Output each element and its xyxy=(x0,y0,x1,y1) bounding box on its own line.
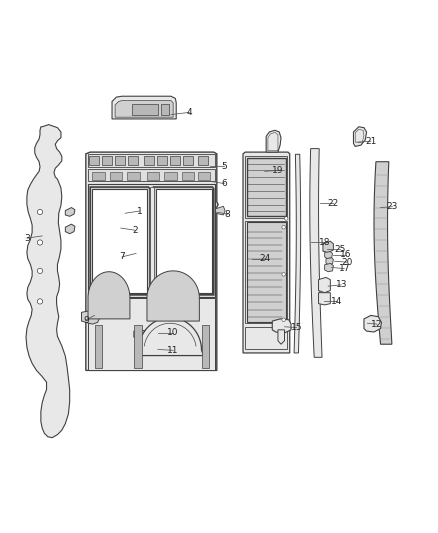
Text: 12: 12 xyxy=(371,320,383,329)
Bar xyxy=(182,172,194,180)
Bar xyxy=(201,325,209,368)
Bar xyxy=(183,157,193,165)
Polygon shape xyxy=(65,207,75,216)
Polygon shape xyxy=(325,252,332,259)
Bar xyxy=(88,184,215,297)
Bar xyxy=(89,157,99,165)
Bar xyxy=(245,157,287,217)
Text: 23: 23 xyxy=(387,202,398,211)
Text: 13: 13 xyxy=(336,280,347,289)
Bar xyxy=(134,325,142,368)
Polygon shape xyxy=(147,271,199,321)
Text: 15: 15 xyxy=(291,323,303,332)
Polygon shape xyxy=(90,187,150,295)
Bar xyxy=(88,169,215,181)
Polygon shape xyxy=(266,130,281,152)
Bar xyxy=(150,187,154,295)
Polygon shape xyxy=(278,330,285,344)
Polygon shape xyxy=(112,96,176,119)
Polygon shape xyxy=(81,310,100,324)
Bar xyxy=(170,157,180,165)
Polygon shape xyxy=(137,318,204,356)
Text: 16: 16 xyxy=(340,250,351,259)
Circle shape xyxy=(37,268,42,273)
Polygon shape xyxy=(318,277,330,293)
Text: 24: 24 xyxy=(260,254,271,263)
Polygon shape xyxy=(325,263,333,272)
Bar xyxy=(92,172,105,180)
Polygon shape xyxy=(115,101,173,117)
Polygon shape xyxy=(153,187,214,295)
Text: 7: 7 xyxy=(119,253,125,261)
Text: 2: 2 xyxy=(132,226,138,235)
Polygon shape xyxy=(374,161,392,344)
Circle shape xyxy=(37,209,42,215)
Polygon shape xyxy=(353,127,367,147)
Bar xyxy=(198,172,210,180)
Text: 3: 3 xyxy=(24,233,30,243)
Bar xyxy=(128,157,138,165)
Polygon shape xyxy=(243,152,290,353)
Bar xyxy=(198,157,208,165)
Bar xyxy=(147,172,159,180)
Bar xyxy=(115,157,125,165)
Bar xyxy=(127,172,140,180)
Text: 9: 9 xyxy=(83,316,89,325)
Text: 25: 25 xyxy=(335,245,346,254)
Polygon shape xyxy=(323,241,333,253)
Bar xyxy=(161,104,169,115)
Text: 1: 1 xyxy=(137,207,142,215)
Text: 4: 4 xyxy=(187,108,192,117)
Circle shape xyxy=(37,240,42,245)
Bar xyxy=(110,172,122,180)
Bar xyxy=(247,158,286,216)
Circle shape xyxy=(282,318,286,321)
Bar xyxy=(164,172,177,180)
Polygon shape xyxy=(65,224,75,234)
Text: 19: 19 xyxy=(272,166,284,175)
Bar xyxy=(157,157,166,165)
Text: 14: 14 xyxy=(331,297,343,306)
Text: 5: 5 xyxy=(221,161,227,171)
Bar xyxy=(132,104,158,115)
Polygon shape xyxy=(364,316,381,332)
Bar xyxy=(95,325,102,368)
Polygon shape xyxy=(215,206,225,215)
Polygon shape xyxy=(272,319,291,333)
Polygon shape xyxy=(88,272,130,319)
Polygon shape xyxy=(318,293,330,305)
Polygon shape xyxy=(88,298,215,370)
Text: 11: 11 xyxy=(167,346,179,355)
Text: 8: 8 xyxy=(225,209,231,219)
Bar xyxy=(92,189,148,293)
Polygon shape xyxy=(134,330,158,337)
Text: 10: 10 xyxy=(167,328,179,337)
Text: 17: 17 xyxy=(339,264,350,273)
Polygon shape xyxy=(26,125,70,438)
Text: 18: 18 xyxy=(319,238,330,247)
Text: 6: 6 xyxy=(221,179,227,188)
Text: 21: 21 xyxy=(365,136,377,146)
Bar xyxy=(155,189,212,293)
Bar xyxy=(88,154,215,167)
Polygon shape xyxy=(294,154,300,353)
Text: 20: 20 xyxy=(341,257,353,266)
Circle shape xyxy=(282,272,286,276)
Text: 22: 22 xyxy=(328,199,339,208)
Polygon shape xyxy=(310,149,322,357)
Bar xyxy=(102,157,112,165)
Circle shape xyxy=(37,299,42,304)
Polygon shape xyxy=(86,152,218,370)
Bar xyxy=(247,222,286,322)
Bar xyxy=(144,157,153,165)
Bar xyxy=(245,327,287,350)
Circle shape xyxy=(282,225,286,229)
Bar xyxy=(245,221,287,323)
Polygon shape xyxy=(326,258,333,265)
Circle shape xyxy=(285,217,288,220)
